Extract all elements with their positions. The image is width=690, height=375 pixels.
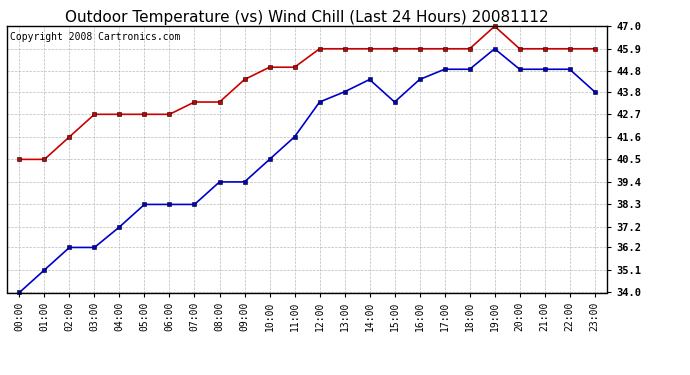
Title: Outdoor Temperature (vs) Wind Chill (Last 24 Hours) 20081112: Outdoor Temperature (vs) Wind Chill (Las… [66,10,549,25]
Text: Copyright 2008 Cartronics.com: Copyright 2008 Cartronics.com [10,32,180,42]
